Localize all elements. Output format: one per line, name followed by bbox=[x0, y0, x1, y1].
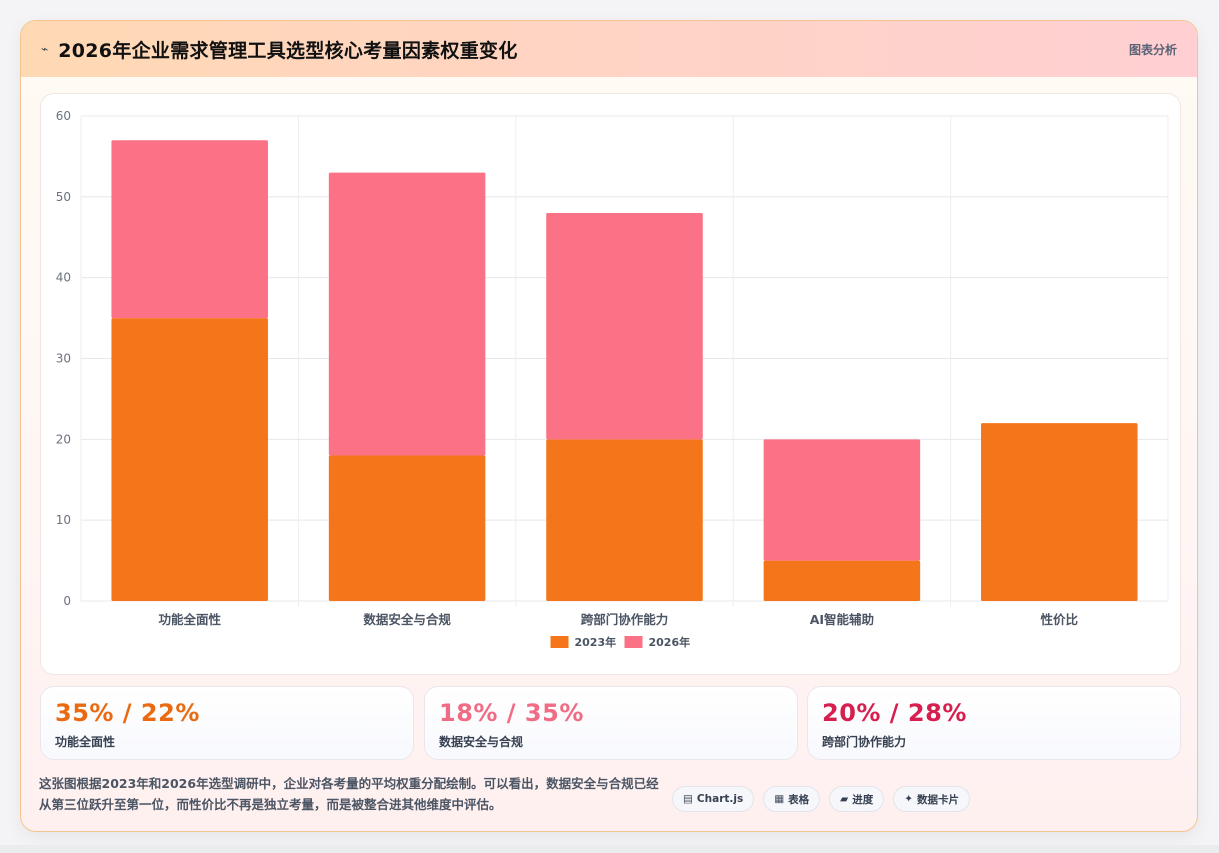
stacked-bar-chart: 0 10 20 30 40 50 60 功能全面性 数据安全与合规 跨部门协作能力 AI智能辅助 性价… bbox=[56, 109, 1169, 649]
sparkle-icon: ✦ bbox=[904, 793, 914, 805]
x-tick-label: 跨部门协作能力 bbox=[581, 612, 669, 627]
y-tick-label: 10 bbox=[56, 513, 71, 527]
chart-area: 0 10 20 30 40 50 60 功能全面性 数据安全与合规 跨部门协作能力 AI智能辅助 性价… bbox=[40, 93, 1181, 675]
tag-pills: ▤ Chart.js ▦ 表格 ▰ 进度 ✦ 数据卡片 bbox=[672, 786, 971, 812]
pill-label: 表格 bbox=[788, 793, 810, 806]
x-tick-label: 功能全面性 bbox=[158, 612, 221, 627]
bar-segment bbox=[111, 318, 268, 601]
progress-icon: ▰ bbox=[840, 793, 849, 805]
y-tick-label: 0 bbox=[63, 594, 71, 608]
pill-table[interactable]: ▦ 表格 bbox=[763, 786, 821, 812]
stat-value: 20% / 28% bbox=[822, 699, 967, 727]
stat-value: 35% / 22% bbox=[55, 699, 200, 727]
pill-chartjs[interactable]: ▤ Chart.js bbox=[672, 786, 755, 812]
y-tick-label: 40 bbox=[56, 271, 71, 285]
bar-segment bbox=[328, 455, 486, 601]
pill-label: 数据卡片 bbox=[917, 793, 960, 806]
x-tick-label: 性价比 bbox=[1040, 612, 1079, 627]
y-tick-label: 20 bbox=[56, 432, 71, 446]
pill-progress[interactable]: ▰ 进度 bbox=[829, 786, 885, 812]
stat-card-3: 20% / 28% 跨部门协作能力 bbox=[807, 686, 1181, 760]
pill-data-card[interactable]: ✦ 数据卡片 bbox=[893, 786, 971, 812]
pill-label: Chart.js bbox=[696, 793, 744, 805]
table-icon: ▦ bbox=[774, 793, 785, 805]
bar-segment bbox=[546, 213, 703, 440]
pill-label: 进度 bbox=[852, 793, 874, 806]
legend-label: 2026年 bbox=[649, 635, 691, 649]
x-tick-label: AI智能辅助 bbox=[810, 612, 874, 627]
page-title: 2026年企业需求管理工具选型核心考量因素权重变化 bbox=[58, 39, 518, 62]
stat-label: 跨部门协作能力 bbox=[822, 735, 907, 749]
bar-segment bbox=[328, 172, 486, 456]
legend-swatch bbox=[624, 636, 643, 648]
bar-segment bbox=[981, 423, 1138, 601]
y-tick-label: 30 bbox=[56, 352, 71, 366]
card-header: ⌁ 2026年企业需求管理工具选型核心考量因素权重变化 图表分析 bbox=[21, 21, 1197, 77]
bar-segment bbox=[546, 439, 703, 601]
bottom-strip bbox=[0, 845, 1219, 853]
x-tick-label: 数据安全与合规 bbox=[362, 612, 451, 627]
stat-card-1: 35% / 22% 功能全面性 bbox=[40, 686, 414, 760]
stat-value: 18% / 35% bbox=[439, 699, 584, 727]
bar-segment bbox=[111, 140, 268, 319]
bar-segment bbox=[763, 439, 921, 561]
y-tick-label: 50 bbox=[56, 190, 71, 204]
chart-icon: ▤ bbox=[683, 793, 693, 805]
stat-label: 功能全面性 bbox=[55, 735, 116, 749]
legend-label: 2023年 bbox=[575, 635, 617, 649]
y-tick-label: 60 bbox=[56, 109, 71, 123]
chart-card: ⌁ 2026年企业需求管理工具选型核心考量因素权重变化 图表分析 0 10 20 30… bbox=[20, 20, 1198, 832]
bar-segment bbox=[763, 560, 921, 601]
chart-analysis-tag[interactable]: 图表分析 bbox=[1128, 42, 1177, 57]
legend-swatch bbox=[550, 636, 569, 648]
trend-icon: ⌁ bbox=[41, 42, 49, 56]
stat-card-2: 18% / 35% 数据安全与合规 bbox=[424, 686, 798, 760]
stat-label: 数据安全与合规 bbox=[439, 735, 524, 749]
chart-description: 这张图根据2023年和2026年选型调研中，企业对各考量的平均权重分配绘制。可以… bbox=[39, 776, 659, 812]
